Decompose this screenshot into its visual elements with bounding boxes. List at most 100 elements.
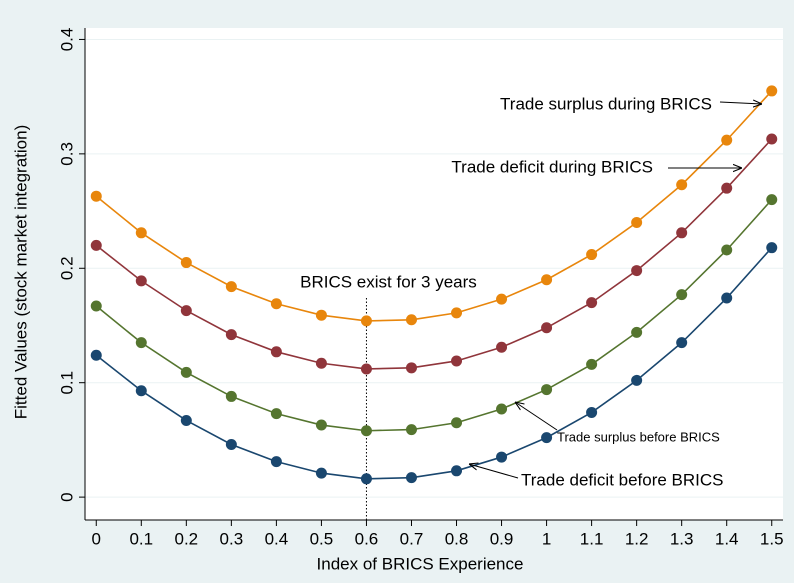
point <box>451 307 463 319</box>
point <box>270 408 282 420</box>
x-tick-label: 0.5 <box>310 529 334 548</box>
point <box>586 358 598 370</box>
y-tick-label: 0.4 <box>57 28 76 52</box>
x-tick-label: 0.3 <box>220 529 244 548</box>
point <box>496 403 508 415</box>
annotation: Trade deficit during BRICS <box>451 157 653 176</box>
point <box>676 227 688 239</box>
point <box>315 419 327 431</box>
plot-area <box>85 28 783 520</box>
annotation: Trade surplus before BRICS <box>557 429 720 444</box>
x-tick-label: 0.8 <box>445 529 469 548</box>
point <box>496 451 508 463</box>
y-tick-label: 0.1 <box>57 371 76 395</box>
point <box>180 305 192 317</box>
point <box>721 244 733 256</box>
point <box>676 179 688 191</box>
point <box>766 242 778 254</box>
y-axis-title: Fitted Values (stock market integration) <box>11 125 30 419</box>
marks <box>90 85 778 520</box>
x-tick-label: 1.1 <box>580 529 604 548</box>
x-tick-label: 1.2 <box>625 529 649 548</box>
point <box>135 275 147 287</box>
point <box>180 366 192 378</box>
point <box>180 257 192 269</box>
point <box>90 190 102 202</box>
series-line <box>95 138 773 370</box>
x-axis-title: Index of BRICS Experience <box>317 554 524 573</box>
point <box>225 329 237 341</box>
point <box>631 265 643 277</box>
point <box>405 472 417 484</box>
point <box>766 133 778 145</box>
point <box>541 322 553 334</box>
series-line <box>95 247 773 480</box>
point <box>586 297 598 309</box>
point <box>360 363 372 375</box>
x-tick-label: 0.4 <box>265 529 289 548</box>
series-line <box>95 90 773 322</box>
point <box>586 406 598 418</box>
reference-label: BRICS exist for 3 years <box>300 272 477 291</box>
point <box>541 274 553 286</box>
point <box>631 326 643 338</box>
point <box>631 217 643 229</box>
x-tick-label: 1.3 <box>670 529 694 548</box>
x-tick-label: 0 <box>92 529 101 548</box>
point <box>225 390 237 402</box>
point <box>721 134 733 146</box>
point <box>270 456 282 468</box>
point <box>676 289 688 301</box>
arrow <box>719 102 762 104</box>
grid <box>85 38 783 498</box>
y-tick-label: 0 <box>57 492 76 501</box>
x-tick-label: 0.1 <box>129 529 153 548</box>
point <box>676 337 688 349</box>
x-tick-label: 1.5 <box>760 529 784 548</box>
arrow <box>515 402 558 431</box>
x-tick-label: 0.7 <box>400 529 424 548</box>
annotation: Trade surplus during BRICS <box>500 94 712 113</box>
point <box>541 384 553 396</box>
point <box>721 182 733 194</box>
point <box>496 341 508 353</box>
point <box>541 432 553 444</box>
point <box>586 249 598 261</box>
series-line <box>95 199 773 432</box>
point <box>360 425 372 437</box>
y-tick-label: 0.3 <box>57 142 76 166</box>
point <box>451 417 463 429</box>
point <box>315 309 327 321</box>
x-tick-label: 0.6 <box>355 529 379 548</box>
point <box>270 346 282 358</box>
x-tick-label: 1.4 <box>715 529 739 548</box>
point <box>90 349 102 361</box>
point <box>360 473 372 485</box>
point <box>766 85 778 97</box>
point <box>315 467 327 479</box>
point <box>405 362 417 374</box>
point <box>405 314 417 326</box>
point <box>90 300 102 312</box>
y-tick-label: 0.2 <box>57 256 76 280</box>
point <box>135 337 147 349</box>
point <box>451 355 463 367</box>
point <box>135 385 147 397</box>
point <box>360 315 372 327</box>
point <box>766 194 778 206</box>
point <box>225 281 237 293</box>
annotation: Trade deficit before BRICS <box>521 470 724 489</box>
x-tick-label: 0.2 <box>175 529 199 548</box>
arrow <box>469 464 519 479</box>
point <box>496 293 508 305</box>
point <box>135 227 147 239</box>
point <box>270 298 282 310</box>
x-tick-label: 0.9 <box>490 529 514 548</box>
x-tick-label: 1 <box>542 529 551 548</box>
point <box>721 292 733 304</box>
point <box>451 465 463 477</box>
point <box>631 374 643 386</box>
point <box>405 424 417 436</box>
